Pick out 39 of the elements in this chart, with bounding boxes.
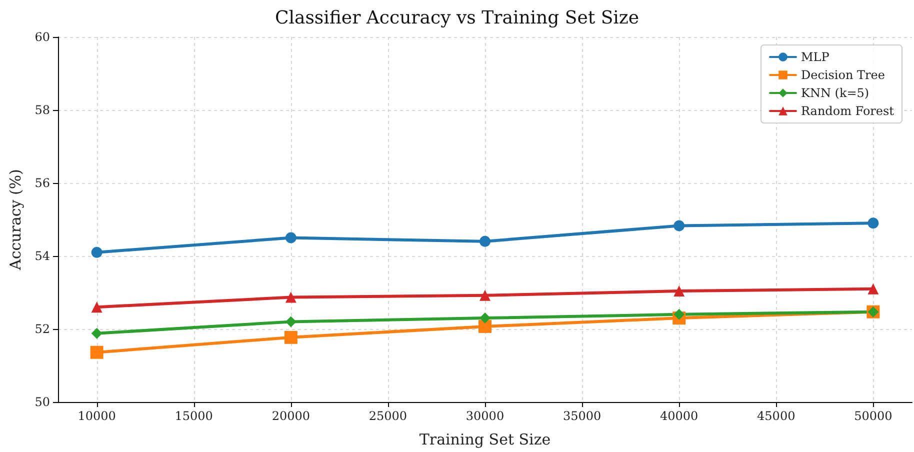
point [285, 232, 296, 244]
point [285, 292, 296, 303]
x-tick-label: 35000 [562, 409, 602, 423]
x-tick-label: 50000 [854, 409, 892, 423]
y-tick-label: 50 [34, 395, 50, 409]
x-tick-label: 45000 [757, 409, 796, 423]
y-axis-title: Accuracy (%) [6, 168, 24, 272]
legend-label: KNN (k=5) [800, 86, 870, 100]
point [480, 236, 490, 247]
x-tick-label: 25000 [368, 409, 408, 423]
y-tick-label: 52 [34, 322, 50, 336]
x-axis-title: Training Set Size [419, 430, 551, 448]
point [674, 286, 685, 297]
point [480, 312, 490, 324]
x-tick-label: 40000 [660, 409, 698, 423]
y-tick-label: 60 [34, 30, 50, 44]
x-tick-label: 15000 [174, 409, 213, 423]
chart-title: Classifier Accuracy vs Training Set Size [274, 8, 640, 28]
y-tick-label: 56 [34, 176, 50, 190]
point [91, 302, 102, 313]
legend-label: MLP [800, 50, 830, 64]
point [91, 246, 102, 258]
point [90, 346, 104, 359]
x-tick-label: 20000 [272, 409, 310, 423]
point [674, 220, 685, 232]
point [868, 218, 879, 229]
point [674, 308, 685, 320]
point [868, 283, 879, 294]
x-tick-label: 30000 [466, 409, 504, 423]
point [478, 320, 492, 333]
point [91, 328, 102, 339]
legend-label: Decision Tree [800, 68, 885, 82]
legend-label: Random Forest [800, 104, 894, 118]
point [284, 330, 298, 344]
x-tick-label: 10000 [78, 409, 116, 423]
point [285, 316, 296, 328]
y-tick-label: 54 [34, 249, 50, 263]
point [480, 290, 490, 301]
y-tick-label: 58 [34, 103, 50, 117]
